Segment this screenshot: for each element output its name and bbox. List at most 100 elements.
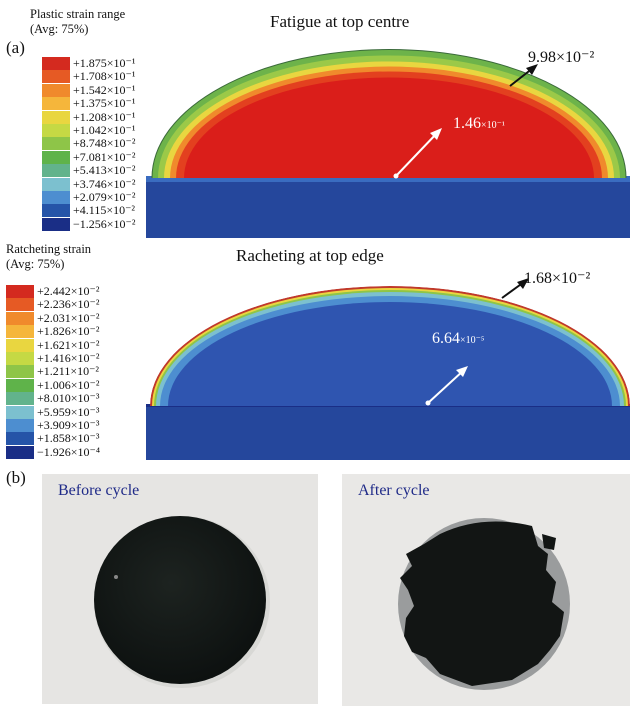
after-cycle-photo: After cycle bbox=[342, 474, 630, 706]
bottom-sim-title: Racheting at top edge bbox=[236, 246, 384, 265]
top-legend-value: +1.875×10⁻¹ bbox=[73, 56, 136, 70]
top-sim-title: Fatigue at top centre bbox=[270, 12, 410, 31]
bottom-center-value: 6.64×10⁻⁵ bbox=[432, 330, 484, 348]
bottom-legend-row: +2.236×10⁻² bbox=[6, 297, 156, 312]
top-legend-swatch bbox=[42, 124, 70, 137]
bottom-center-arrow bbox=[427, 369, 465, 404]
top-legend-title-line2: (Avg: 75%) bbox=[30, 22, 89, 36]
top-legend-row: +8.748×10⁻² bbox=[42, 136, 192, 151]
bottom-legend-row: +1.006×10⁻² bbox=[6, 377, 156, 392]
bottom-legend-value: +5.959×10⁻³ bbox=[37, 404, 100, 419]
bottom-legend-value: +3.909×10⁻³ bbox=[37, 418, 100, 432]
top-legend-title-line1: Plastic strain range bbox=[30, 7, 126, 21]
top-dome-core bbox=[184, 77, 594, 178]
top-legend-swatch bbox=[42, 137, 70, 151]
top-edge-value: 9.98×10⁻² bbox=[528, 49, 595, 66]
bottom-legend-row: +1.858×10⁻³ bbox=[6, 431, 156, 446]
bottom-legend-value: +2.442×10⁻² bbox=[37, 284, 100, 298]
bottom-legend-swatch bbox=[6, 352, 34, 365]
bottom-legend-swatch bbox=[6, 298, 34, 312]
bottom-legend-row: +1.416×10⁻² bbox=[6, 351, 156, 365]
top-legend-value: +5.413×10⁻² bbox=[73, 163, 136, 178]
bottom-legend-swatch bbox=[6, 405, 34, 419]
top-colorbar-legend: +1.875×10⁻¹ +1.708×10⁻¹ +1.542×10⁻¹ +1.375×… bbox=[28, 56, 188, 232]
before-cycle-disc bbox=[94, 516, 270, 688]
panel-b-label: (b) bbox=[6, 468, 26, 487]
bottom-legend-value: +1.211×10⁻² bbox=[37, 364, 100, 379]
bottom-legend-row: −1.926×10⁻⁴ bbox=[6, 444, 156, 459]
top-legend-row: +4.115×10⁻² bbox=[42, 203, 192, 218]
top-legend-row: +1.042×10⁻¹ bbox=[42, 123, 192, 137]
panel-a-label: (a) bbox=[6, 38, 25, 57]
top-legend-value: +3.746×10⁻² bbox=[73, 176, 136, 191]
bottom-legend-value: +8.010×10⁻³ bbox=[37, 391, 100, 406]
bottom-edge-value: 1.68×10⁻² bbox=[524, 270, 591, 287]
bottom-legend-value: +1.416×10⁻² bbox=[37, 351, 100, 365]
bottom-substrate bbox=[146, 404, 630, 460]
top-center-value-base: 1.46 bbox=[453, 115, 481, 132]
top-legend-row: +1.708×10⁻¹ bbox=[42, 69, 192, 84]
bottom-legend-swatch bbox=[6, 325, 34, 339]
top-legend-swatch bbox=[42, 57, 70, 70]
after-cycle-remaining-coating bbox=[400, 521, 564, 686]
bottom-center-value-base: 6.64 bbox=[432, 330, 460, 347]
bottom-legend-value: −1.926×10⁻⁴ bbox=[37, 444, 101, 459]
bottom-colorbar-legend: +2.442×10⁻² +2.236×10⁻² +2.031×10⁻² +1.826×… bbox=[0, 284, 162, 460]
top-legend-swatch bbox=[42, 164, 70, 178]
bottom-fem-contour bbox=[146, 278, 630, 460]
top-legend-row: +1.208×10⁻¹ bbox=[42, 109, 192, 124]
bottom-legend-swatch bbox=[6, 285, 34, 298]
bottom-legend-row: +8.010×10⁻³ bbox=[6, 391, 156, 406]
bottom-legend-value: +2.236×10⁻² bbox=[37, 297, 100, 312]
top-legend-value: +8.748×10⁻² bbox=[73, 136, 136, 151]
top-legend-row: +1.542×10⁻¹ bbox=[42, 82, 192, 97]
top-legend-swatch bbox=[42, 97, 70, 111]
top-legend-swatch bbox=[42, 70, 70, 84]
bottom-legend-title-line2: (Avg: 75%) bbox=[6, 257, 65, 271]
bottom-legend-value: +2.031×10⁻² bbox=[37, 310, 100, 325]
top-legend-row: +1.375×10⁻¹ bbox=[42, 96, 192, 111]
bottom-center-value-exp: ×10⁻⁵ bbox=[460, 335, 485, 346]
bottom-legend-value: +1.006×10⁻² bbox=[37, 377, 100, 392]
top-legend-swatch bbox=[42, 217, 70, 231]
top-legend-value: +1.375×10⁻¹ bbox=[73, 96, 136, 111]
top-legend-value: +1.542×10⁻¹ bbox=[73, 82, 136, 97]
top-center-value-exp: ×10⁻¹ bbox=[481, 120, 505, 131]
top-legend-row: +2.079×10⁻² bbox=[42, 190, 192, 204]
top-legend-value: +1.208×10⁻¹ bbox=[73, 109, 136, 124]
bottom-legend-row: +3.909×10⁻³ bbox=[6, 418, 156, 432]
top-legend-title: Plastic strain range (Avg: 75%) bbox=[30, 7, 125, 37]
top-legend-swatch bbox=[42, 110, 70, 124]
after-cycle-caption: After cycle bbox=[358, 482, 430, 499]
top-center-value: 1.46×10⁻¹ bbox=[453, 115, 505, 133]
top-legend-value: +2.079×10⁻² bbox=[73, 190, 136, 204]
bottom-legend-title: Ratcheting strain (Avg: 75%) bbox=[6, 242, 91, 272]
bottom-legend-swatch bbox=[6, 392, 34, 406]
top-legend-swatch bbox=[42, 150, 70, 164]
bottom-legend-value: +1.621×10⁻² bbox=[37, 337, 100, 352]
bottom-legend-title-line1: Ratcheting strain bbox=[6, 242, 92, 256]
bottom-legend-value: +1.826×10⁻² bbox=[37, 324, 100, 339]
bottom-legend-row: +5.959×10⁻³ bbox=[6, 404, 156, 419]
top-legend-value: +1.708×10⁻¹ bbox=[73, 69, 136, 84]
bottom-legend-row: +1.621×10⁻² bbox=[6, 337, 156, 352]
top-legend-value: +7.081×10⁻² bbox=[73, 149, 136, 164]
bottom-legend-swatch bbox=[6, 338, 34, 352]
top-fem-contour bbox=[146, 49, 630, 238]
bottom-legend-swatch bbox=[6, 419, 34, 432]
after-cycle-disc bbox=[398, 518, 570, 690]
bottom-legend-row: +2.442×10⁻² bbox=[6, 284, 156, 298]
bottom-legend-value: +1.858×10⁻³ bbox=[37, 431, 100, 446]
top-legend-swatch bbox=[42, 204, 70, 218]
top-legend-swatch bbox=[42, 177, 70, 191]
bottom-legend-swatch bbox=[6, 432, 34, 446]
bottom-legend-row: +2.031×10⁻² bbox=[6, 310, 156, 325]
top-legend-row: +7.081×10⁻² bbox=[42, 149, 192, 164]
top-legend-value: +4.115×10⁻² bbox=[73, 203, 136, 218]
bottom-legend-swatch bbox=[6, 445, 34, 459]
top-legend-value: +1.042×10⁻¹ bbox=[73, 123, 136, 137]
top-substrate bbox=[146, 178, 630, 238]
top-legend-value: −1.256×10⁻² bbox=[73, 216, 136, 231]
top-legend-swatch bbox=[42, 191, 70, 204]
bottom-legend-swatch bbox=[6, 378, 34, 392]
